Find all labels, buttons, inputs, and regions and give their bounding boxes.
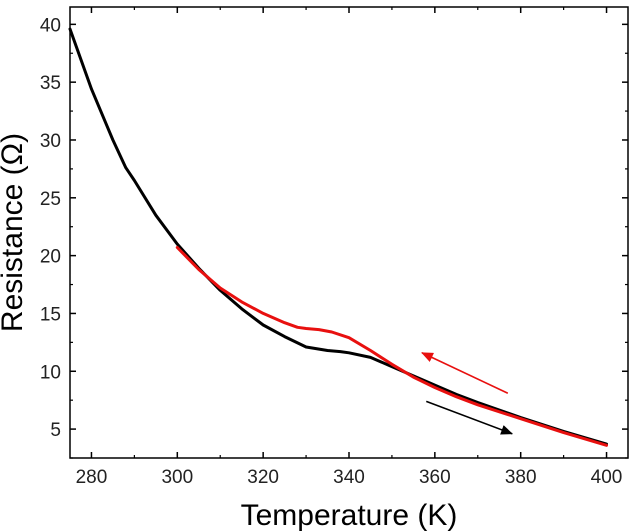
black-arrow-annotation: [425, 400, 514, 435]
annotation-arrows: [421, 352, 514, 435]
y-tick-label: 25: [40, 189, 61, 210]
y-tick-label: 35: [40, 73, 61, 94]
x-axis-title: Temperature (K): [241, 499, 458, 531]
x-axis-ticks: 280 300 320 340 360 380 400: [76, 7, 623, 488]
y-axis-title: Resistance (Ω): [0, 133, 29, 332]
x-tick-label: 380: [505, 467, 537, 488]
y-axis-ticks: 5 10 15 20 25 30 35 40: [40, 15, 628, 459]
series-layer: [68, 27, 608, 447]
red-arrow-annotation: [421, 352, 509, 394]
y-tick-label: 15: [40, 304, 61, 325]
series-line-red: [175, 246, 608, 447]
y-tick-label: 20: [40, 247, 61, 268]
x-tick-label: 360: [419, 467, 451, 488]
y-tick-label: 30: [40, 131, 61, 152]
x-tick-label: 300: [161, 467, 193, 488]
y-tick-label: 40: [40, 15, 61, 36]
x-tick-label: 400: [591, 467, 623, 488]
x-tick-label: 340: [333, 467, 365, 488]
x-tick-label: 280: [76, 467, 108, 488]
y-tick-label: 5: [50, 420, 61, 441]
plot-frame: [69, 6, 629, 459]
series-line-black: [68, 27, 608, 446]
y-tick-label: 10: [40, 362, 61, 383]
x-tick-label: 320: [247, 467, 279, 488]
